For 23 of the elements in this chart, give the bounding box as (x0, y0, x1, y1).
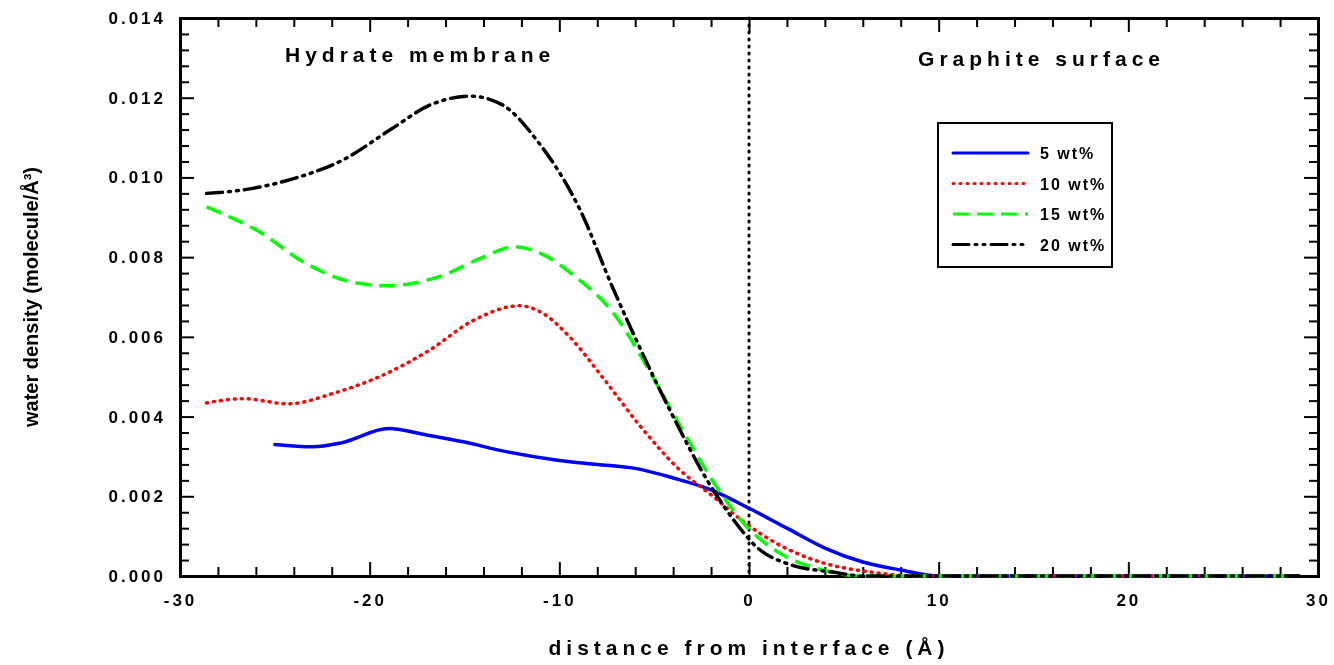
x-tick-label: 0 (743, 591, 756, 611)
x-tick-label: 10 (926, 591, 952, 611)
legend-label: 5 wt% (1040, 145, 1096, 162)
y-tick-label: 0.010 (108, 168, 166, 188)
y-axis-title: water density (molecule/Å³) (19, 166, 42, 429)
legend-label: 10 wt% (1040, 175, 1107, 193)
y-tick-label: 0.014 (108, 8, 166, 28)
y-tick-label: 0.008 (108, 248, 166, 268)
x-tick-label: -20 (353, 591, 387, 611)
y-tick-label: 0.002 (108, 487, 166, 507)
y-tick-label: 0.006 (108, 327, 166, 347)
y-tick-label: 0.012 (108, 88, 166, 108)
annotation: Hydrate membrane (285, 43, 556, 66)
x-tick-label: 20 (1116, 591, 1142, 611)
x-tick-label: -30 (163, 591, 198, 611)
y-tick-label: 0.000 (108, 566, 166, 586)
annotation: Graphite surface (918, 47, 1165, 70)
x-tick-label: 30 (1306, 591, 1331, 611)
y-tick-label: 0.004 (108, 407, 166, 427)
x-tick-label: -10 (543, 591, 577, 611)
x-axis-title: distance from interface (Å) (548, 636, 950, 659)
legend-label: 15 wt% (1040, 206, 1107, 223)
legend-label: 20 wt% (1040, 236, 1107, 254)
